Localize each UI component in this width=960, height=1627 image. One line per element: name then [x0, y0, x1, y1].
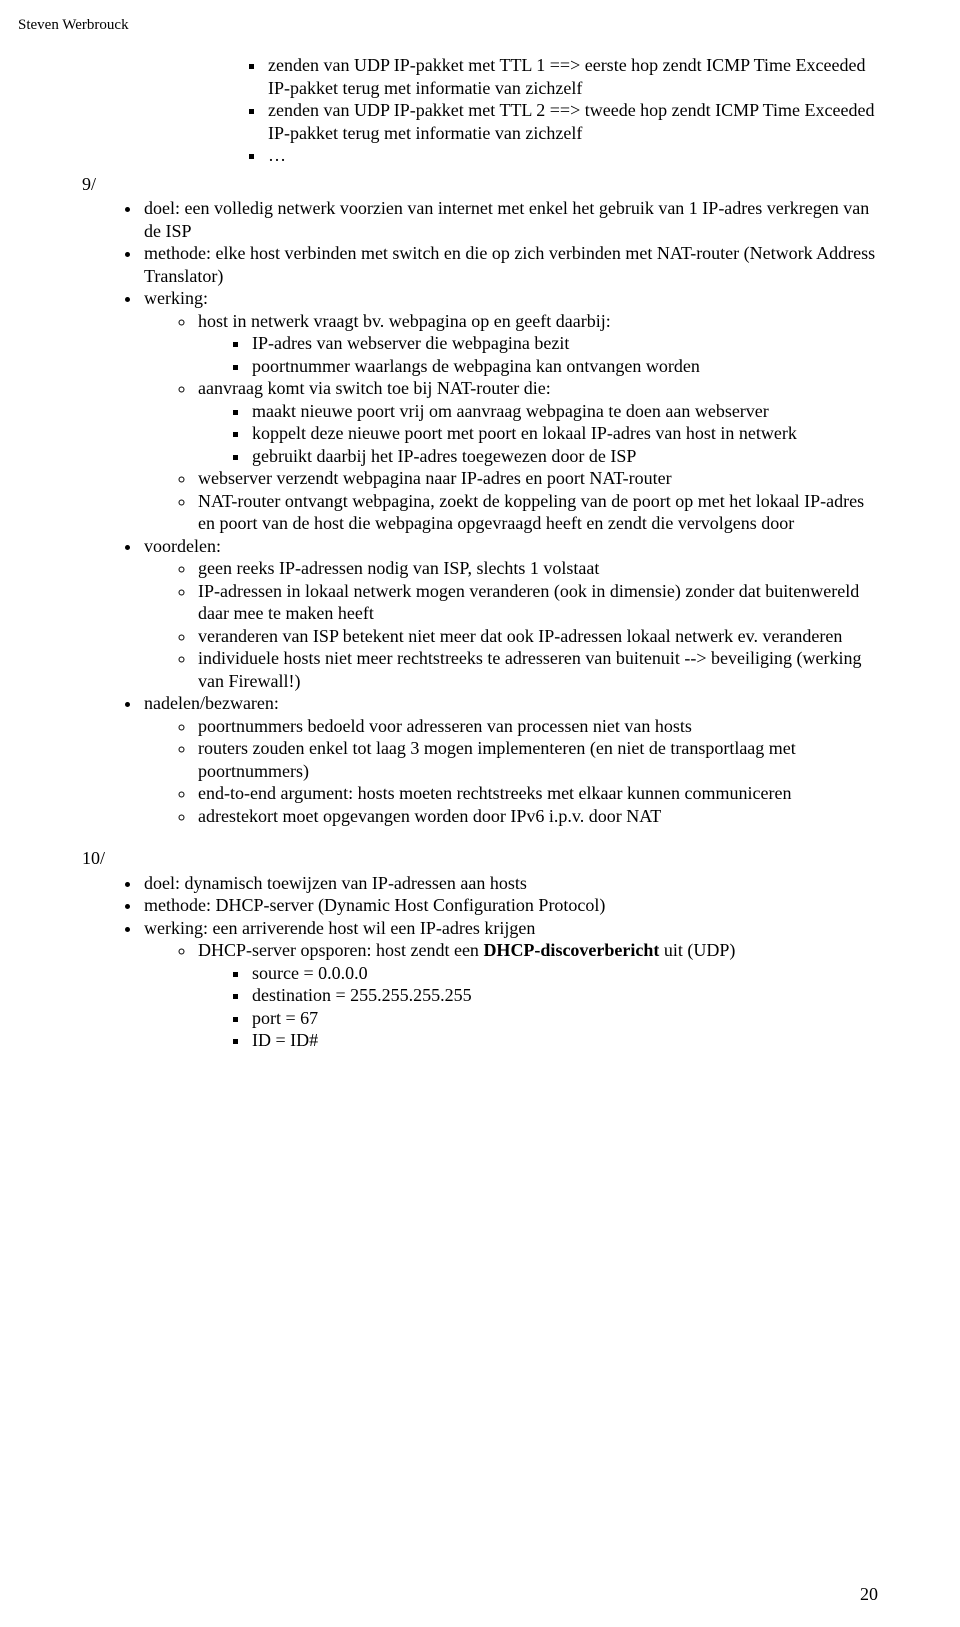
list-item: doel: een volledig netwerk voorzien van …: [142, 197, 878, 242]
list-item: poortnummers bedoeld voor adresseren van…: [196, 715, 878, 738]
list-item: zenden van UDP IP-pakket met TTL 2 ==> t…: [266, 99, 878, 144]
list-item: voordelen: geen reeks IP-adressen nodig …: [142, 535, 878, 693]
intro-block: zenden van UDP IP-pakket met TTL 1 ==> e…: [238, 54, 878, 167]
list-item: NAT-router ontvangt webpagina, zoekt de …: [196, 490, 878, 535]
list-item: webserver verzendt webpagina naar IP-adr…: [196, 467, 878, 490]
section-9-body: doel: een volledig netwerk voorzien van …: [114, 197, 878, 827]
label: werking:: [144, 288, 208, 308]
list-item: port = 67: [250, 1007, 878, 1030]
header-author: Steven Werbrouck: [18, 16, 129, 35]
list-item: veranderen van ISP betekent niet meer da…: [196, 625, 878, 648]
list-item: methode: DHCP-server (Dynamic Host Confi…: [142, 894, 878, 917]
text: host in netwerk vraagt bv. webpagina op …: [198, 311, 611, 331]
document-page: Steven Werbrouck zenden van UDP IP-pakke…: [0, 0, 960, 1627]
list-item: doel: dynamisch toewijzen van IP-adresse…: [142, 872, 878, 895]
list-item: gebruikt daarbij het IP-adres toegewezen…: [250, 445, 878, 468]
section-number: 10/: [82, 847, 878, 870]
section-10-body: doel: dynamisch toewijzen van IP-adresse…: [114, 872, 878, 1052]
list-item: …: [266, 144, 878, 167]
list-item: host in netwerk vraagt bv. webpagina op …: [196, 310, 878, 378]
list-item: zenden van UDP IP-pakket met TTL 1 ==> e…: [266, 54, 878, 99]
list-item: geen reeks IP-adressen nodig van ISP, sl…: [196, 557, 878, 580]
page-number: 20: [860, 1583, 878, 1606]
list-item: destination = 255.255.255.255: [250, 984, 878, 1007]
list-item: werking: host in netwerk vraagt bv. webp…: [142, 287, 878, 535]
list-item: aanvraag komt via switch toe bij NAT-rou…: [196, 377, 878, 467]
list-item: ID = ID#: [250, 1029, 878, 1052]
list-item: end-to-end argument: hosts moeten rechts…: [196, 782, 878, 805]
list-item: routers zouden enkel tot laag 3 mogen im…: [196, 737, 878, 782]
list-item: maakt nieuwe poort vrij om aanvraag webp…: [250, 400, 878, 423]
text: aanvraag komt via switch toe bij NAT-rou…: [198, 378, 551, 398]
label: voordelen:: [144, 536, 221, 556]
text: DHCP-server opsporen: host zendt een: [198, 940, 483, 960]
text: werking: een arriverende host wil een IP…: [144, 918, 535, 938]
list-item: source = 0.0.0.0: [250, 962, 878, 985]
bold-text: DHCP-discoverbericht: [483, 940, 659, 960]
text: uit (UDP): [659, 940, 735, 960]
list-item: nadelen/bezwaren: poortnummers bedoeld v…: [142, 692, 878, 827]
label: nadelen/bezwaren:: [144, 693, 279, 713]
list-item: individuele hosts niet meer rechtstreeks…: [196, 647, 878, 692]
list-item: IP-adres van webserver die webpagina bez…: [250, 332, 878, 355]
list-item: IP-adressen in lokaal netwerk mogen vera…: [196, 580, 878, 625]
list-item: poortnummer waarlangs de webpagina kan o…: [250, 355, 878, 378]
list-item: methode: elke host verbinden met switch …: [142, 242, 878, 287]
list-item: DHCP-server opsporen: host zendt een DHC…: [196, 939, 878, 1052]
list-item: werking: een arriverende host wil een IP…: [142, 917, 878, 1052]
section-number: 9/: [82, 173, 878, 196]
list-item: adrestekort moet opgevangen worden door …: [196, 805, 878, 828]
list-item: koppelt deze nieuwe poort met poort en l…: [250, 422, 878, 445]
